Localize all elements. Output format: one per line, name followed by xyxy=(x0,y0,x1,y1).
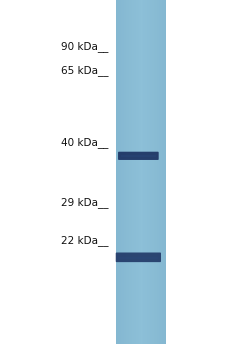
Bar xyxy=(158,0,159,344)
Bar xyxy=(160,0,161,344)
Bar xyxy=(133,0,134,344)
Bar xyxy=(149,0,150,344)
Bar xyxy=(119,0,120,344)
Bar xyxy=(150,0,151,344)
Bar xyxy=(116,0,166,344)
Bar xyxy=(142,0,143,344)
Bar xyxy=(119,257,158,259)
Bar xyxy=(127,0,128,344)
Bar xyxy=(152,0,153,344)
Bar xyxy=(130,0,131,344)
Bar xyxy=(121,0,122,344)
Bar xyxy=(143,0,144,344)
Bar xyxy=(121,155,156,158)
Bar xyxy=(155,0,156,344)
Bar xyxy=(162,0,163,344)
Bar xyxy=(157,0,158,344)
Bar xyxy=(154,0,155,344)
Bar xyxy=(146,0,147,344)
Bar xyxy=(136,0,137,344)
Bar xyxy=(137,0,138,344)
Bar xyxy=(131,0,132,344)
Bar xyxy=(161,0,162,344)
Bar xyxy=(144,0,145,344)
Bar xyxy=(134,0,135,344)
Bar xyxy=(123,0,124,344)
Text: 65 kDa__: 65 kDa__ xyxy=(61,65,109,76)
Bar xyxy=(145,0,146,344)
Text: 40 kDa__: 40 kDa__ xyxy=(61,137,109,148)
Bar xyxy=(163,0,164,344)
Bar xyxy=(164,0,165,344)
Bar xyxy=(118,0,119,344)
Bar xyxy=(153,0,154,344)
Bar xyxy=(129,0,130,344)
Bar xyxy=(148,0,149,344)
Bar xyxy=(116,0,117,344)
FancyBboxPatch shape xyxy=(116,252,161,262)
Bar xyxy=(135,0,136,344)
Bar xyxy=(147,0,148,344)
Bar xyxy=(159,0,160,344)
Bar xyxy=(124,0,125,344)
Bar xyxy=(151,0,152,344)
Bar xyxy=(117,0,118,344)
Bar xyxy=(141,0,142,344)
Bar xyxy=(125,0,126,344)
Text: 29 kDa__: 29 kDa__ xyxy=(61,197,109,208)
Bar xyxy=(128,0,129,344)
Bar xyxy=(126,0,127,344)
Bar xyxy=(156,0,157,344)
Bar xyxy=(132,0,133,344)
Bar xyxy=(165,0,166,344)
Bar xyxy=(138,0,139,344)
Bar xyxy=(140,0,141,344)
Text: 22 kDa__: 22 kDa__ xyxy=(61,235,109,246)
Bar xyxy=(122,0,123,344)
Bar xyxy=(139,0,140,344)
Text: 90 kDa__: 90 kDa__ xyxy=(61,41,109,52)
Bar xyxy=(120,0,121,344)
FancyBboxPatch shape xyxy=(118,152,159,160)
